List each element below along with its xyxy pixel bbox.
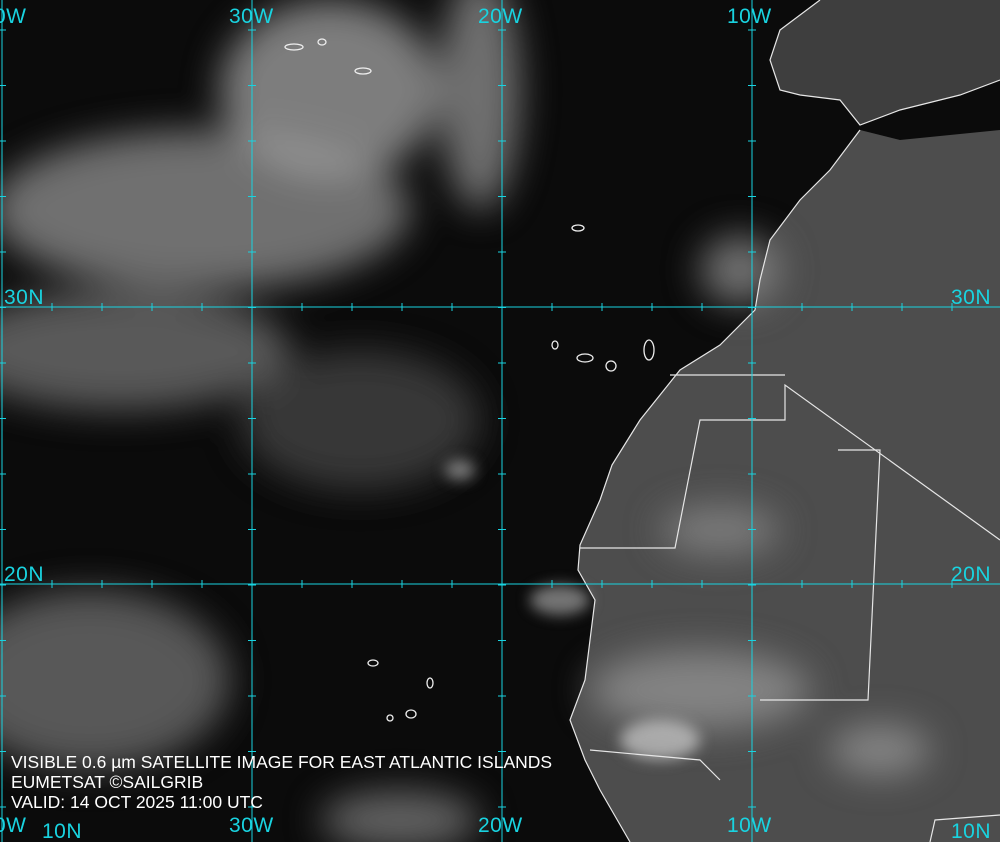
- left-label-30n: 30N: [4, 286, 45, 309]
- iberia: [770, 0, 1000, 125]
- caption-source: EUMETSAT ©SAILGRIB: [11, 772, 204, 792]
- islands: [284, 38, 655, 722]
- bottom-label-40w: 0W: [0, 814, 27, 837]
- top-label-30w: 30W: [229, 5, 274, 28]
- right-label-20n: 20N: [951, 563, 992, 586]
- caption-valid-time: VALID: 14 OCT 2025 11:00 UTC: [11, 792, 263, 812]
- borders: [569, 0, 1000, 842]
- top-label-40w: 0W: [0, 5, 27, 28]
- bottom-label-30w: 30W: [229, 814, 274, 837]
- grid-ticks: [0, 29, 953, 808]
- caption-title: VISIBLE 0.6 µm SATELLITE IMAGE FOR EAST …: [11, 752, 553, 772]
- bottom-label-10w: 10W: [727, 814, 772, 837]
- cloud-cover-bright: [445, 460, 700, 760]
- right-label-10n: 10N: [951, 820, 992, 842]
- left-label-20n: 20N: [4, 563, 45, 586]
- bottom-label-20w: 20W: [478, 814, 523, 837]
- cloud-cover: [0, 0, 930, 842]
- top-label-10w: 10W: [727, 5, 772, 28]
- right-label-30n: 30N: [951, 286, 992, 309]
- top-label-20w: 20W: [478, 5, 523, 28]
- left-label-10n: 10N: [42, 820, 83, 842]
